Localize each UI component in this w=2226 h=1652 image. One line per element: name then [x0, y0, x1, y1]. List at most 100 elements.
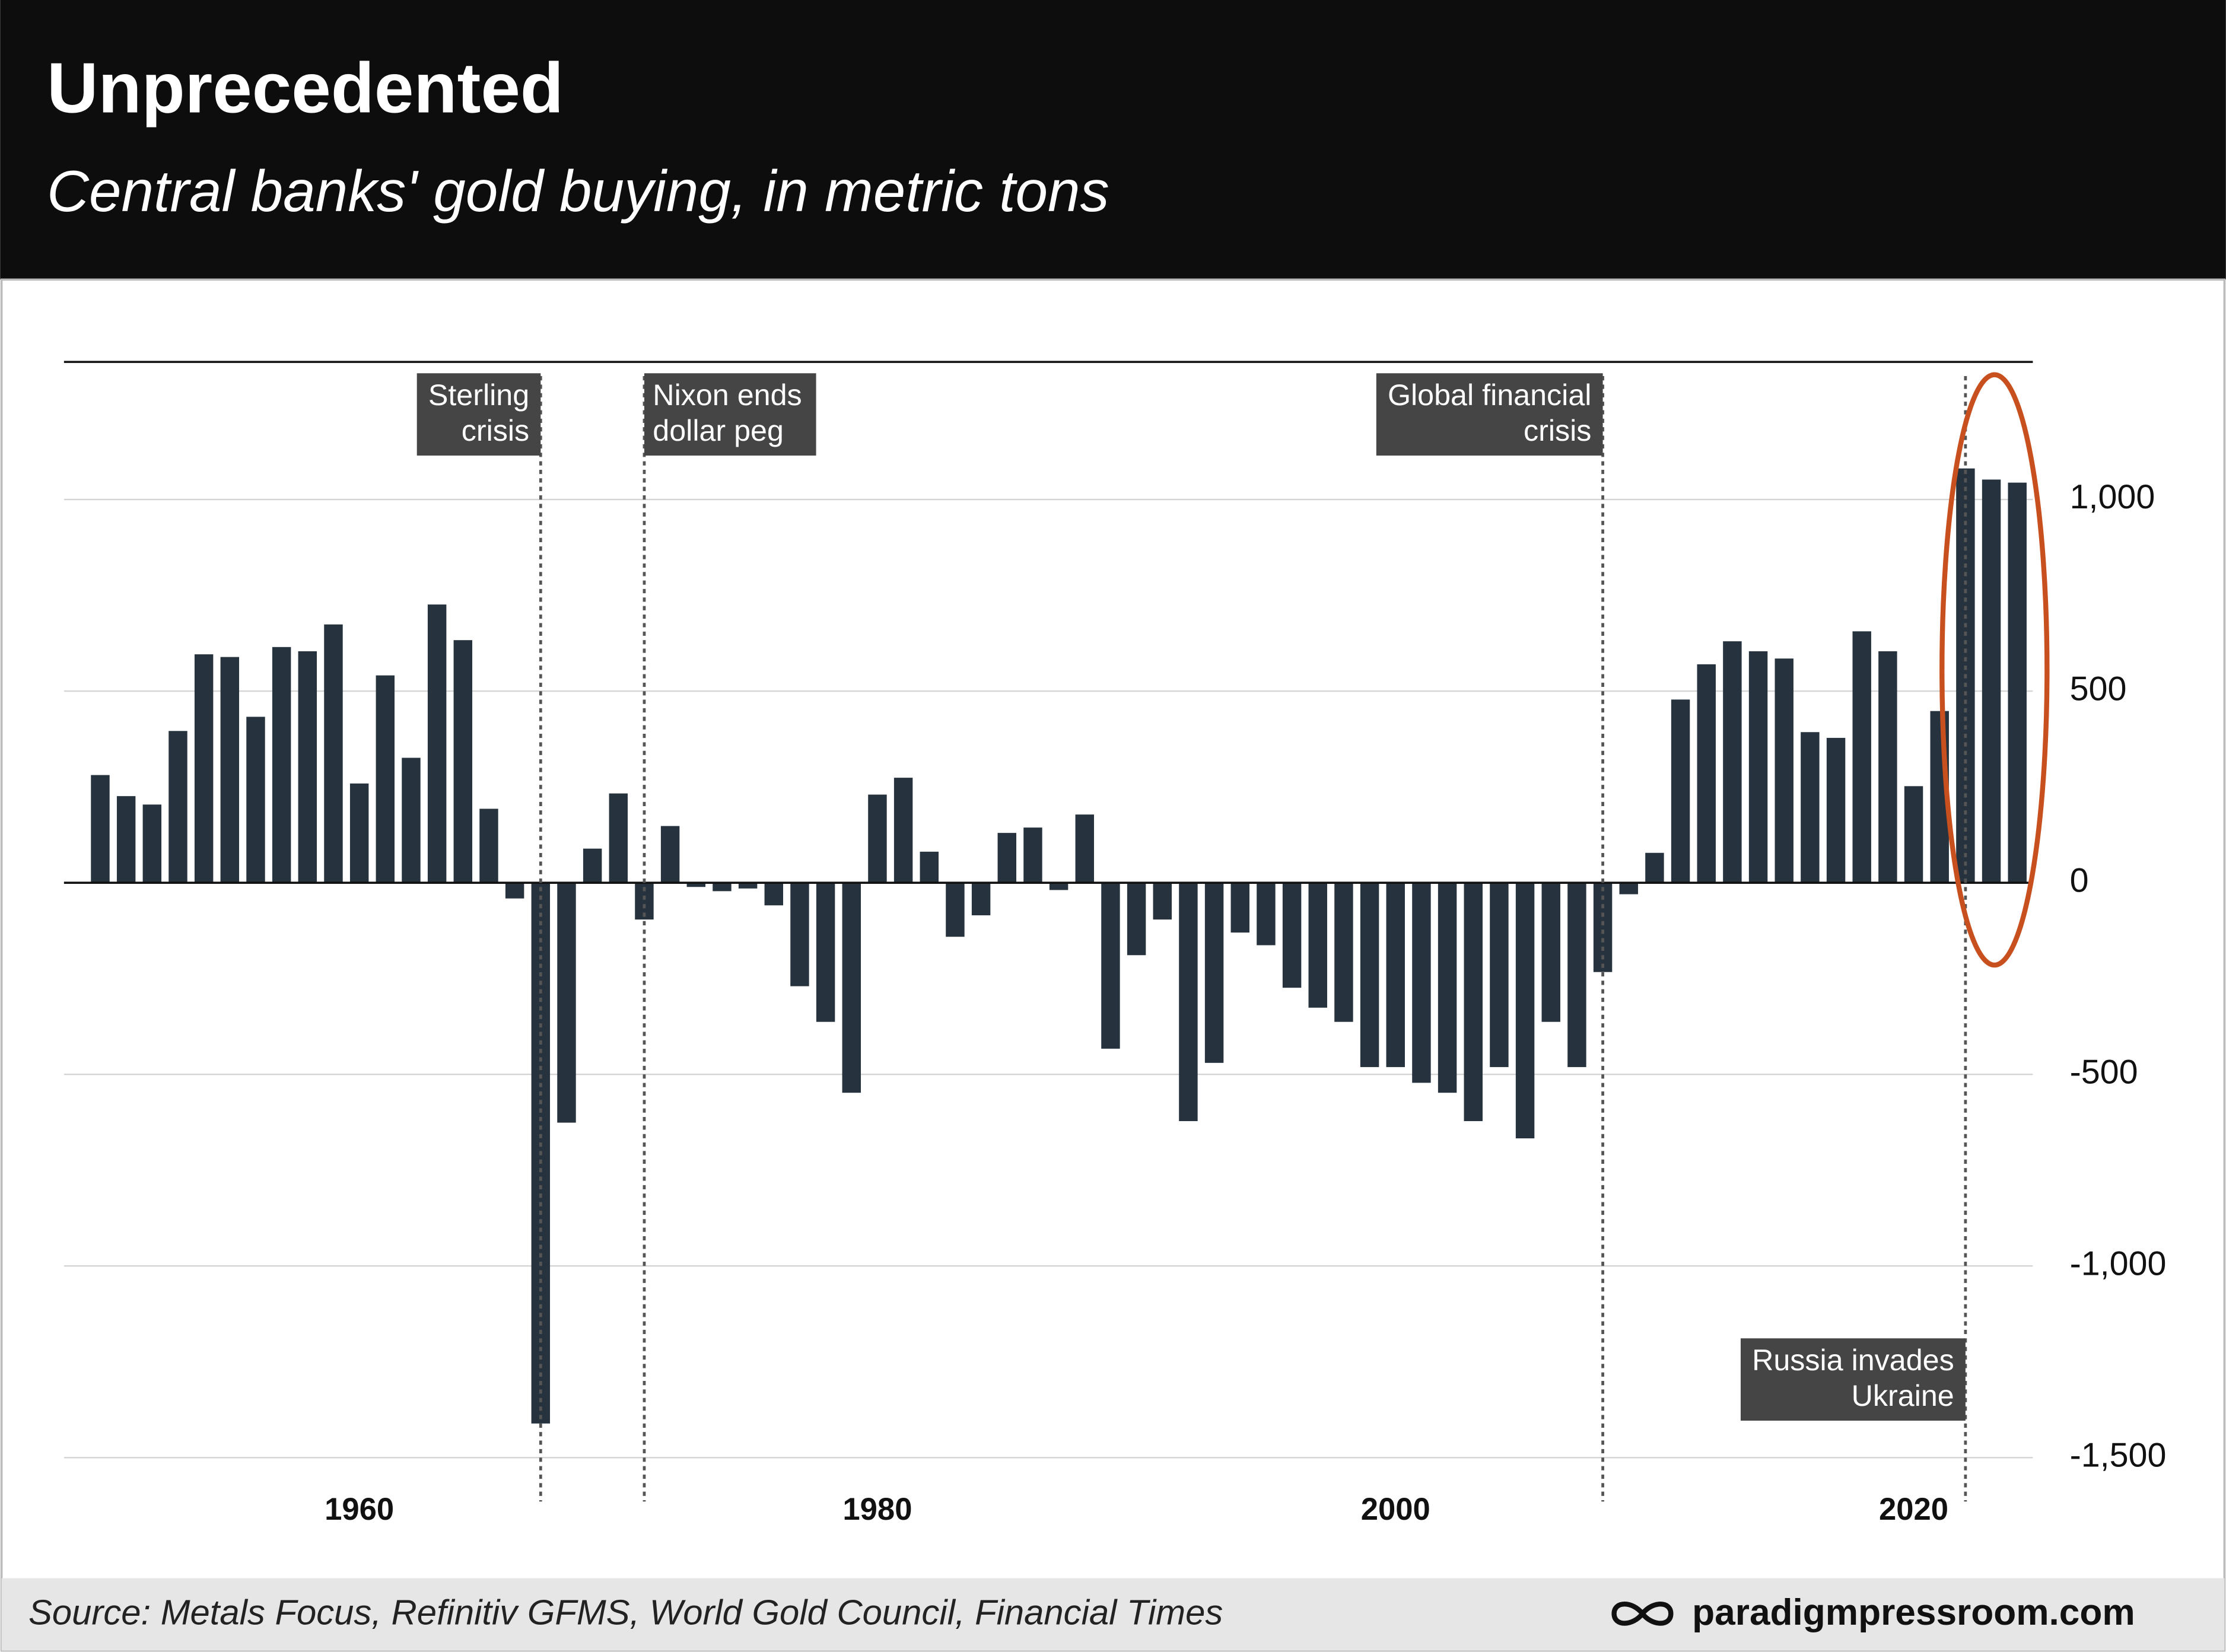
bar	[505, 883, 524, 899]
bar	[479, 809, 498, 883]
bar	[713, 883, 732, 892]
bar	[842, 883, 861, 1093]
annotation-box	[1376, 373, 1603, 456]
bar	[349, 783, 369, 883]
bar	[1982, 479, 2001, 883]
bar	[1567, 883, 1586, 1067]
bar	[246, 717, 265, 883]
bar	[790, 883, 809, 986]
bar	[453, 640, 473, 883]
bar	[920, 851, 939, 883]
annotation-text: crisis	[1524, 414, 1591, 447]
bar	[272, 647, 291, 883]
bar	[1023, 827, 1042, 883]
chart-subtitle: Central banks' gold buying, in metric to…	[47, 158, 1109, 224]
bar	[997, 833, 1016, 883]
bar	[868, 794, 887, 883]
bar	[324, 624, 343, 883]
chart-title: Unprecedented	[47, 49, 564, 128]
bar	[1412, 883, 1431, 1083]
y-tick-label: 500	[2070, 670, 2127, 708]
bar	[1386, 883, 1405, 1067]
bar	[1334, 883, 1353, 1022]
bar	[1257, 883, 1276, 946]
bar	[1748, 651, 1768, 883]
y-tick-label: -500	[2070, 1053, 2138, 1091]
x-tick-label: 2000	[1361, 1492, 1430, 1527]
footer	[1, 1578, 2225, 1651]
y-tick-label: 0	[2070, 861, 2089, 899]
bar	[1723, 641, 1742, 883]
bar	[1464, 883, 1483, 1122]
bar	[816, 883, 835, 1022]
bar	[609, 793, 628, 883]
bar	[557, 883, 576, 1123]
bar	[298, 651, 317, 883]
bar	[91, 775, 110, 883]
annotation-box	[644, 373, 816, 456]
bar	[220, 657, 240, 883]
bar	[1075, 814, 1094, 883]
annotation-text: Nixon ends	[653, 378, 802, 412]
annotation-text: Sterling	[428, 378, 529, 412]
annotation-text: Ukraine	[1852, 1379, 1954, 1412]
bar	[168, 731, 187, 883]
bar	[142, 804, 162, 883]
bar	[427, 604, 447, 883]
x-tick-label: 2020	[1879, 1492, 1948, 1527]
bar	[1645, 852, 1664, 883]
bar	[1541, 883, 1560, 1022]
bar	[893, 778, 913, 883]
bar	[764, 883, 784, 906]
bar	[1671, 699, 1690, 883]
bar	[1826, 737, 1846, 883]
bar	[1515, 883, 1535, 1139]
bar	[1878, 651, 1897, 883]
bar	[1204, 883, 1224, 1063]
highlight-ellipse	[1939, 372, 2050, 968]
annotation-text: dollar peg	[653, 414, 784, 447]
bar	[1697, 664, 1716, 883]
annotation-text: crisis	[462, 414, 529, 447]
bar	[738, 883, 758, 889]
bar	[1490, 883, 1509, 1067]
annotation-box	[416, 373, 541, 456]
annotation-box	[1740, 1338, 1966, 1421]
bar	[1179, 883, 1198, 1122]
plot: 1,000 500 0 -500 -1,000 -1,500 1960 1980 2000 202…	[63, 373, 2167, 1527]
bar	[971, 883, 991, 916]
bar	[1153, 883, 1172, 920]
bar	[116, 796, 136, 883]
bar	[194, 654, 214, 883]
x-tick-label: 1960	[325, 1492, 394, 1527]
source: Source: Metals Focus, Refinitiv GFMS, Wo…	[28, 1593, 1223, 1632]
bar	[1282, 883, 1302, 988]
bar	[1360, 883, 1379, 1067]
brand: paradigmpressroom.com	[1692, 1592, 2135, 1633]
y-tick-label: -1,500	[2070, 1436, 2167, 1474]
bar	[402, 757, 421, 883]
bar	[1308, 883, 1327, 1008]
brand-logo	[1611, 1602, 1674, 1626]
x-tick-label: 1980	[842, 1492, 912, 1527]
annotation-text: Russia invades	[1752, 1344, 1954, 1377]
bar	[1230, 883, 1249, 933]
bar	[686, 883, 706, 887]
annotation-text: Global financial	[1388, 378, 1591, 412]
bar	[1904, 786, 1923, 883]
bar	[1852, 631, 1871, 883]
bar	[583, 848, 602, 883]
bar	[2008, 482, 2027, 883]
bar	[376, 675, 395, 883]
bar	[1101, 883, 1120, 1049]
bar	[1801, 732, 1820, 883]
bar	[1049, 883, 1069, 890]
bar	[1127, 883, 1146, 956]
bar	[660, 826, 680, 883]
bar	[1775, 658, 1793, 883]
